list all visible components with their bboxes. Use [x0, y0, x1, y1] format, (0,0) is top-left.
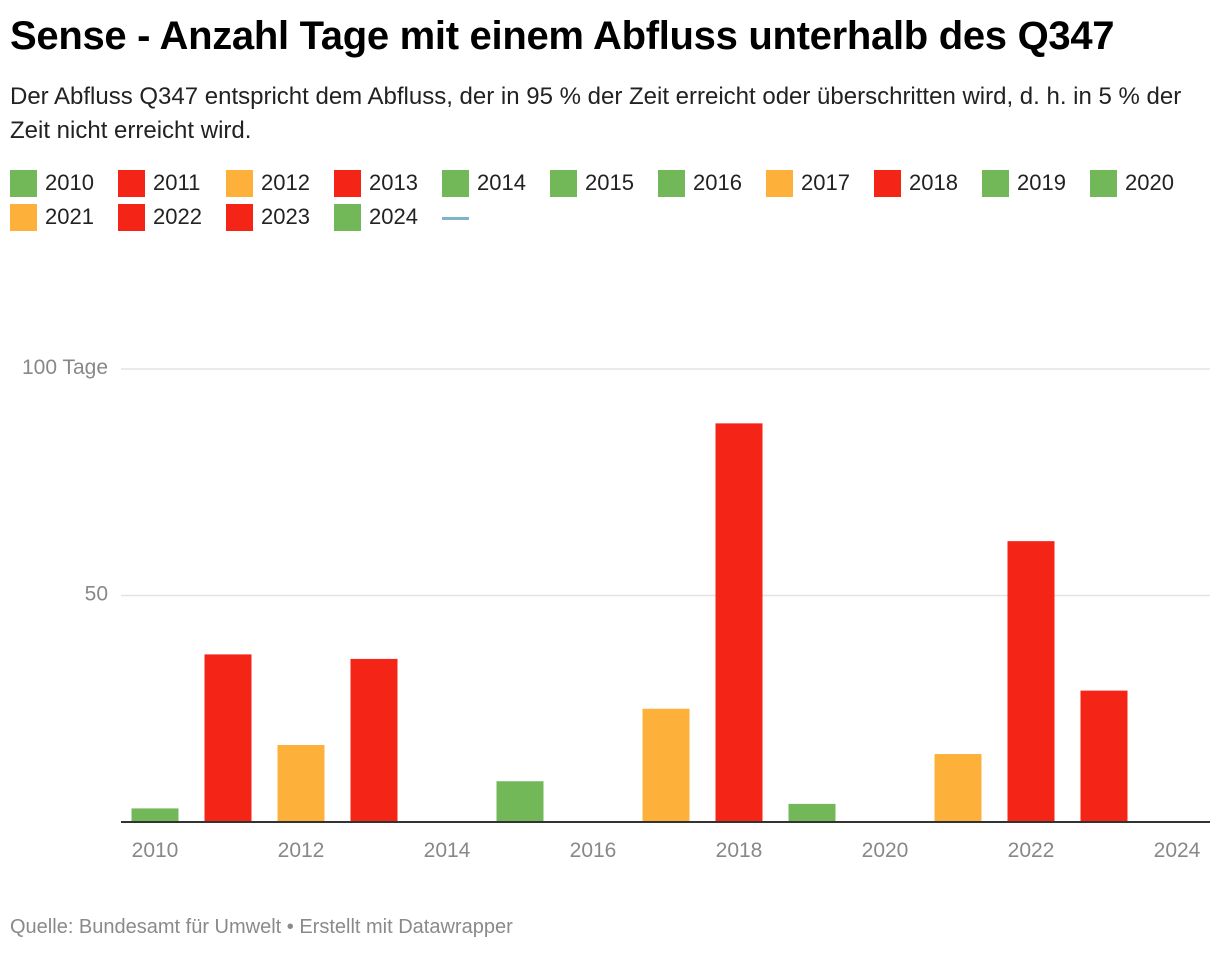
legend-item: 2022	[118, 203, 226, 231]
legend-label: 2011	[153, 170, 201, 195]
legend-item: 2024	[334, 203, 442, 231]
legend-label: 2019	[1017, 170, 1066, 195]
legend-label: 2012	[261, 170, 310, 195]
chart-title: Sense - Anzahl Tage mit einem Abfluss un…	[10, 14, 1115, 58]
bar-2013	[350, 658, 398, 822]
legend-item: 2010	[10, 169, 118, 197]
bar-2010	[131, 808, 179, 822]
legend-item: 2013	[334, 169, 442, 197]
legend-label: 2021	[45, 204, 94, 229]
legend-item: 2015	[550, 169, 658, 197]
source-footer: Quelle: Bundesamt für Umwelt • Erstellt …	[10, 916, 513, 938]
legend-swatch	[226, 169, 253, 197]
legend-item: 2021	[10, 203, 118, 231]
legend-item: 2020	[1090, 169, 1198, 197]
legend-label: 2022	[153, 204, 202, 229]
x-tick-label: 2016	[570, 839, 617, 862]
x-tick-label: 2014	[424, 839, 471, 862]
bar-2015	[496, 781, 544, 822]
legend-swatch	[658, 169, 685, 197]
legend-label: 2016	[693, 170, 742, 195]
legend: 2010 2011 2012 2013 2014 2015 2016 2017 2018 2019…	[10, 169, 1210, 231]
bar-2021	[934, 754, 982, 822]
y-tick-label: 50	[85, 583, 108, 606]
bar-2023	[1080, 690, 1128, 822]
legend-label: 2024	[369, 204, 418, 229]
legend-item-line	[442, 204, 550, 230]
chart-subtitle: Der Abfluss Q347 entspricht dem Abfluss,…	[10, 83, 1182, 144]
legend-item: 2011	[118, 169, 226, 197]
bar-chart: 50 100 Tage 2010 2012 2014 2016 2018 2020 2022 20…	[22, 356, 1210, 862]
legend-item: 2018	[874, 169, 982, 197]
legend-swatch	[442, 169, 469, 197]
legend-swatch	[226, 203, 253, 231]
legend-item: 2012	[226, 169, 334, 197]
legend-item: 2019	[982, 169, 1090, 197]
bar-2018	[715, 423, 763, 822]
legend-swatch	[766, 169, 793, 197]
legend-swatch	[1090, 169, 1117, 197]
x-tick-label: 2024	[1154, 839, 1201, 862]
legend-swatch	[118, 203, 145, 231]
legend-swatch	[334, 203, 361, 231]
legend-item: 2016	[658, 169, 766, 197]
legend-item: 2023	[226, 203, 334, 231]
legend-label: 2010	[45, 170, 94, 195]
legend-label: 2017	[801, 170, 850, 195]
legend-swatch	[334, 169, 361, 197]
legend-swatch	[118, 169, 145, 197]
legend-label: 2013	[369, 170, 418, 195]
legend-line-swatch	[442, 216, 469, 220]
legend-label: 2023	[261, 204, 310, 229]
x-tick-label: 2018	[716, 839, 763, 862]
legend-label: 2018	[909, 170, 958, 195]
legend-swatch	[982, 169, 1009, 197]
bar-2017	[642, 708, 690, 822]
bar-2011	[204, 654, 252, 822]
x-tick-label: 2012	[278, 839, 325, 862]
legend-swatch	[874, 169, 901, 197]
legend-item: 2014	[442, 169, 550, 197]
bar-2019	[788, 803, 836, 822]
x-tick-label: 2020	[862, 839, 909, 862]
legend-label: 2014	[477, 170, 526, 195]
legend-swatch	[10, 169, 37, 197]
legend-label: 2015	[585, 170, 634, 195]
legend-swatch	[550, 169, 577, 197]
legend-label: 2020	[1125, 170, 1174, 195]
legend-swatch	[10, 203, 37, 231]
x-tick-label: 2022	[1008, 839, 1055, 862]
x-tick-label: 2010	[132, 839, 179, 862]
y-tick-label: 100 Tage	[22, 356, 108, 379]
bar-2012	[277, 744, 325, 822]
legend-item: 2017	[766, 169, 874, 197]
bar-2022	[1007, 541, 1055, 822]
